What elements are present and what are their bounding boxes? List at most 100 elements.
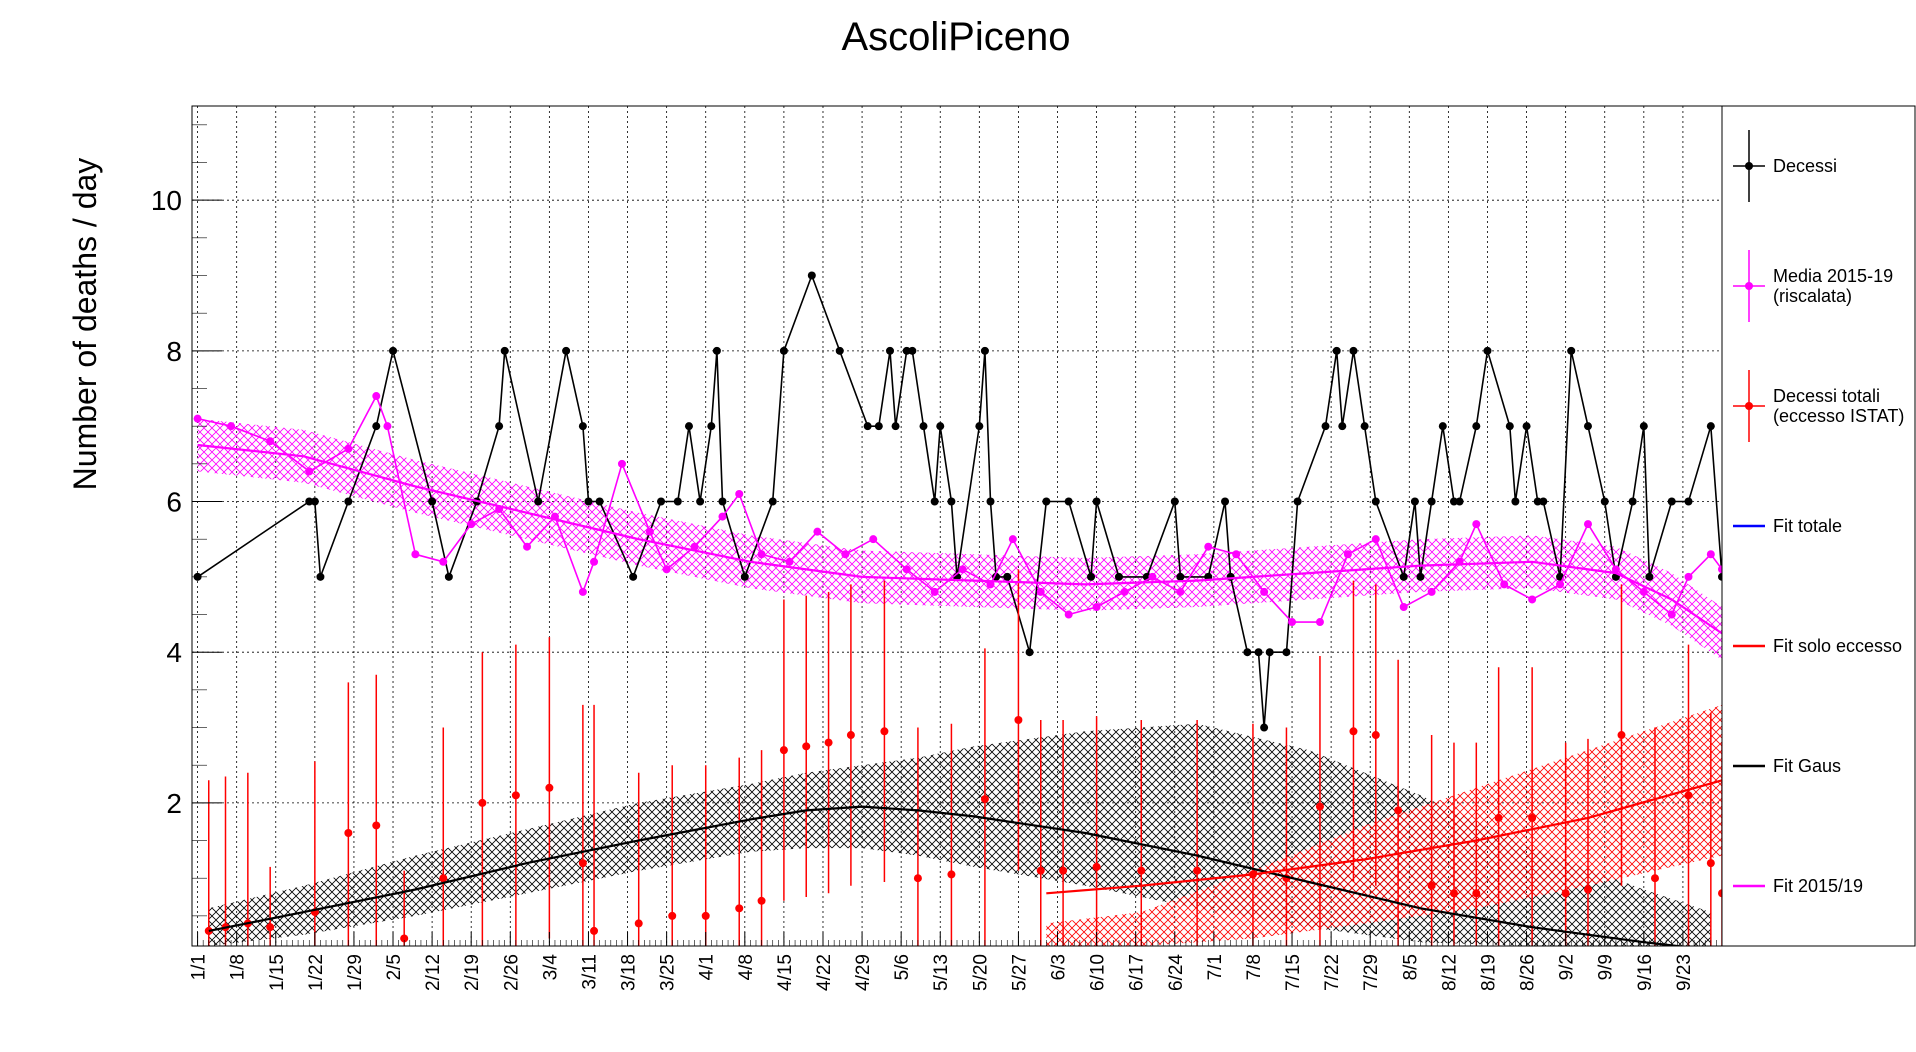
decessi-point bbox=[718, 497, 727, 506]
media-point bbox=[1120, 587, 1129, 596]
media-point bbox=[785, 557, 794, 566]
media-point bbox=[411, 550, 420, 559]
decessi-point bbox=[1684, 497, 1693, 506]
x-tick-label: 6/24 bbox=[1166, 954, 1187, 991]
decessi-point bbox=[1449, 497, 1458, 506]
media-point bbox=[841, 550, 850, 559]
x-tick-label: 2/12 bbox=[423, 954, 444, 991]
decessi-point bbox=[1472, 422, 1481, 431]
decessi-point bbox=[1170, 497, 1179, 506]
istat-point bbox=[1036, 866, 1045, 875]
istat-point bbox=[824, 738, 833, 747]
decessi-point bbox=[316, 572, 325, 581]
media-point bbox=[1399, 602, 1408, 611]
istat-point bbox=[735, 904, 744, 913]
decessi-point bbox=[305, 497, 314, 506]
decessi-point bbox=[534, 497, 543, 506]
decessi-point bbox=[657, 497, 666, 506]
x-tick-label: 9/23 bbox=[1674, 954, 1695, 991]
x-tick-label: 7/15 bbox=[1283, 954, 1304, 991]
x-tick-label: 6/3 bbox=[1049, 954, 1070, 980]
decessi-point bbox=[1505, 422, 1514, 431]
media-point bbox=[227, 422, 236, 431]
decessi-point bbox=[947, 497, 956, 506]
decessi-point bbox=[1706, 422, 1715, 431]
decessi-point bbox=[1321, 422, 1330, 431]
decessi-point bbox=[936, 422, 945, 431]
x-tick-label: 4/1 bbox=[697, 954, 718, 980]
istat-point bbox=[578, 859, 587, 868]
media-point bbox=[266, 437, 275, 446]
istat-point bbox=[913, 874, 922, 883]
decessi-point bbox=[1087, 572, 1096, 581]
data-series bbox=[193, 271, 1722, 946]
media-point bbox=[305, 467, 314, 476]
istat-point bbox=[1472, 889, 1481, 898]
x-tick-label: 8/19 bbox=[1478, 954, 1499, 991]
istat-point bbox=[701, 911, 710, 920]
x-tick-label: 8/5 bbox=[1400, 954, 1421, 980]
media-point bbox=[1148, 572, 1157, 581]
decessi-point bbox=[310, 497, 319, 506]
x-tick-label: 7/8 bbox=[1244, 954, 1265, 980]
x-tick-label: 4/8 bbox=[736, 954, 757, 980]
media-point bbox=[757, 550, 766, 559]
media-point bbox=[1036, 587, 1045, 596]
decessi-point bbox=[1455, 497, 1464, 506]
fit-eccesso-band bbox=[1046, 704, 1722, 946]
x-tick-label: 9/2 bbox=[1557, 954, 1578, 980]
legend-marker bbox=[1745, 162, 1753, 170]
legend-label: Fit 2015/19 bbox=[1773, 876, 1863, 896]
axes: 1/1 1/8 1/15 1/22 1/29 2/5 2/12 2/19 2/26 3/4 3/11… bbox=[151, 124, 1723, 991]
media-point bbox=[1684, 572, 1693, 581]
decessi-point bbox=[1645, 572, 1654, 581]
decessi-point bbox=[1265, 648, 1274, 657]
fit_2015-curve bbox=[197, 443, 1722, 635]
decessi-point bbox=[902, 346, 911, 355]
media-point bbox=[1008, 535, 1017, 544]
media-point bbox=[578, 587, 587, 596]
decessi-point bbox=[595, 497, 604, 506]
x-tick-label: 7/1 bbox=[1205, 954, 1226, 980]
istat-point bbox=[478, 798, 487, 807]
media-point bbox=[690, 542, 699, 551]
x-tick-label: 1/15 bbox=[267, 954, 288, 991]
decessi-point bbox=[980, 346, 989, 355]
media-point bbox=[1472, 520, 1481, 529]
media-point bbox=[590, 557, 599, 566]
istat-point bbox=[545, 783, 554, 792]
media-point bbox=[813, 527, 822, 536]
media-point bbox=[869, 535, 878, 544]
x-tick-label: 2/5 bbox=[384, 954, 405, 980]
decessi-point bbox=[1360, 422, 1369, 431]
x-tick-label: 1/1 bbox=[189, 954, 210, 980]
x-tick-label: 9/9 bbox=[1596, 954, 1617, 980]
istat-point bbox=[590, 926, 599, 935]
media-point bbox=[1718, 565, 1722, 574]
legend-label: (eccesso ISTAT) bbox=[1773, 406, 1904, 426]
media-point bbox=[1639, 587, 1648, 596]
decessi-point bbox=[1427, 497, 1436, 506]
istat-point bbox=[1014, 715, 1023, 724]
decessi-point bbox=[835, 346, 844, 355]
media-point bbox=[645, 527, 654, 536]
x-tick-label: 4/22 bbox=[814, 954, 835, 991]
decessi-point bbox=[1332, 346, 1341, 355]
decessi-point bbox=[807, 271, 816, 280]
istat-point bbox=[1349, 727, 1358, 736]
istat-point bbox=[344, 828, 353, 837]
istat-point bbox=[1394, 806, 1403, 815]
fit-2015-band bbox=[197, 418, 1722, 660]
istat-point bbox=[400, 934, 409, 943]
media-point bbox=[1092, 602, 1101, 611]
media-point bbox=[718, 512, 727, 521]
media-point bbox=[1260, 587, 1269, 596]
decessi-point bbox=[712, 346, 721, 355]
decessi-point bbox=[372, 422, 381, 431]
decessi-point bbox=[428, 497, 437, 506]
decessi-point bbox=[863, 422, 872, 431]
decessi-point bbox=[1583, 422, 1592, 431]
x-tick-label: 1/22 bbox=[306, 954, 327, 991]
istat-point bbox=[634, 919, 643, 928]
